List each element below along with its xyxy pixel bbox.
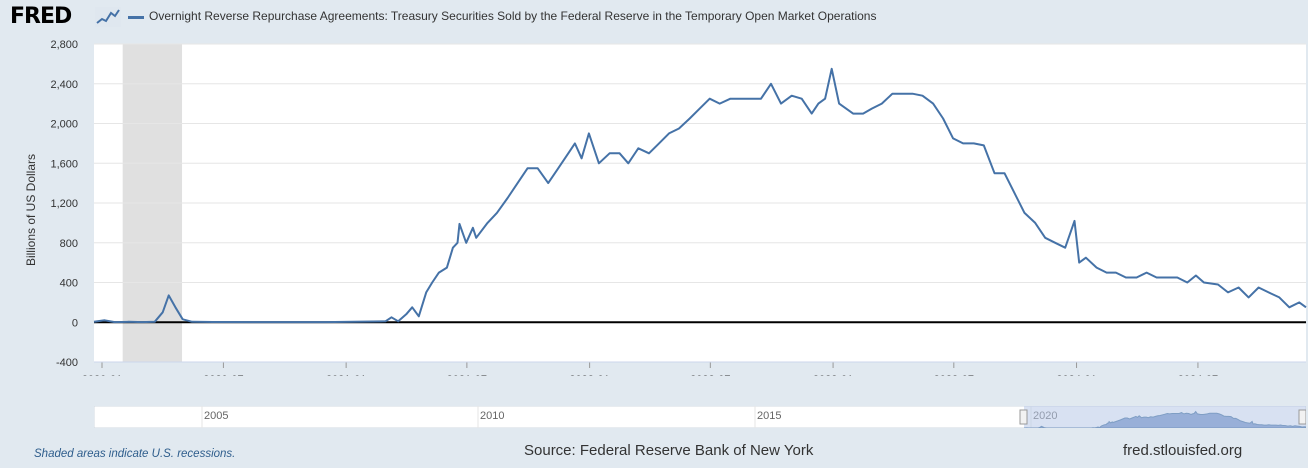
y-tick-label: -400 xyxy=(56,357,78,369)
y-tick-label: 1,200 xyxy=(50,198,78,210)
y-tick-label: 400 xyxy=(60,278,78,290)
fred-logo[interactable]: FRED xyxy=(10,4,72,29)
legend-series-title: Overnight Reverse Repurchase Agreements:… xyxy=(149,9,877,23)
y-tick-label: 2,400 xyxy=(50,79,78,91)
series-line xyxy=(93,67,1307,324)
plot-area[interactable]: -400 0 400 800 1,200 1,600 2,000 2,400 2,800 2020… xyxy=(0,34,1308,386)
x-tick-label: 2023-01 xyxy=(813,374,853,376)
logo-graph-icon xyxy=(95,7,121,27)
navigator-year-label: 2015 xyxy=(757,410,781,422)
navigator-right-handle[interactable] xyxy=(1298,409,1307,425)
x-tick-label: 2024-07 xyxy=(1178,374,1218,376)
line-chart[interactable]: -400 0 400 800 1,200 1,600 2,000 2,400 2,800 2020… xyxy=(0,34,1308,386)
y-tick-label: 0 xyxy=(72,317,78,329)
x-tick-label: 2021-07 xyxy=(447,374,487,376)
y-tick-label: 1,600 xyxy=(50,158,78,170)
y-tick-label: 800 xyxy=(60,238,78,250)
fred-url-link[interactable]: fred.stlouisfed.org xyxy=(1123,442,1243,459)
navigator[interactable]: 2005201020152020 xyxy=(93,405,1307,429)
x-tick-label: 2021-01 xyxy=(326,374,366,376)
y-tick-label: 2,000 xyxy=(50,119,78,131)
x-tick-label: 2023-07 xyxy=(934,374,974,376)
x-tick-label: 2022-07 xyxy=(690,374,730,376)
navigator-left-handle[interactable] xyxy=(1019,409,1028,425)
navigator-year-label: 2005 xyxy=(204,410,228,422)
x-tick-label: 2022-01 xyxy=(569,374,609,376)
x-tick-label: 2020-07 xyxy=(203,374,243,376)
navigator-chart[interactable]: 2005201020152020 xyxy=(93,405,1307,429)
source-text: Source: Federal Reserve Bank of New York xyxy=(524,442,814,459)
chart-header: FRED Overnight Reverse Repurchase Agreem… xyxy=(0,0,1308,34)
navigator-year-label: 2010 xyxy=(480,410,504,422)
x-tick-label: 2020-01 xyxy=(82,374,122,376)
y-tick-label: 2,800 xyxy=(50,39,78,51)
navigator-series-area xyxy=(1023,410,1307,429)
recession-note: Shaded areas indicate U.S. recessions. xyxy=(34,448,236,460)
legend-series-swatch xyxy=(128,16,144,19)
x-tick-label: 2024-01 xyxy=(1056,374,1096,376)
